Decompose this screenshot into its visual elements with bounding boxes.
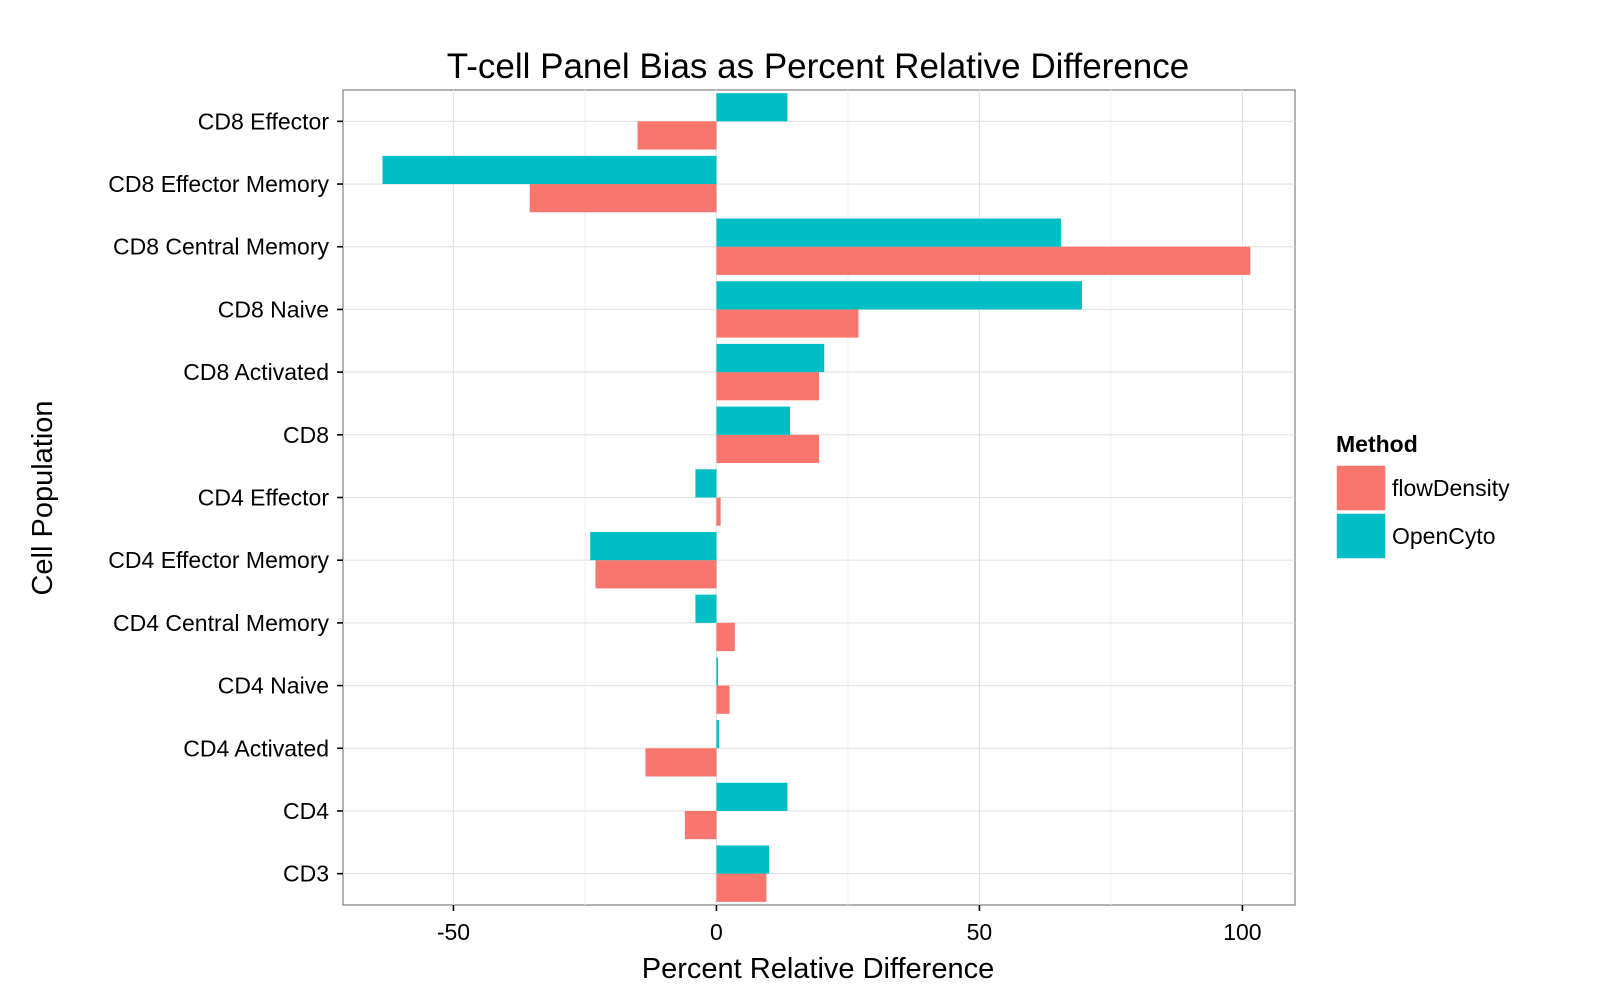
bar-opencyto (590, 531, 717, 561)
bar-opencyto (716, 406, 791, 435)
y-tick-label: CD3 (283, 861, 329, 887)
legend: Method flowDensity OpenCyto (1335, 431, 1510, 560)
legend-key-opencyto (1335, 512, 1387, 560)
bar-opencyto (716, 93, 788, 122)
bar-flowdensity (645, 748, 717, 777)
x-tick-label: 0 (710, 919, 723, 945)
bar-flowdensity (716, 246, 1251, 275)
x-axis-title: Percent Relative Difference (642, 953, 994, 985)
bar-opencyto (382, 155, 717, 185)
legend-items: flowDensity OpenCyto (1335, 464, 1510, 560)
y-tick-label: CD8 Central Memory (113, 234, 329, 260)
y-tick-label: CD4 (283, 798, 329, 824)
bar-flowdensity (716, 873, 767, 902)
chart-title: T-cell Panel Bias as Percent Relative Di… (447, 47, 1190, 86)
bar-opencyto (716, 720, 720, 749)
legend-label: flowDensity (1392, 475, 1510, 501)
bar-opencyto (716, 657, 719, 686)
bar-opencyto (716, 845, 770, 874)
bar-opencyto (716, 218, 1061, 247)
y-tick-label: CD4 Effector Memory (108, 547, 329, 573)
bars (382, 93, 1251, 902)
x-axis: -50 0 50 100 (437, 905, 1262, 945)
legend-label: OpenCyto (1392, 523, 1496, 549)
bar-flowdensity (716, 372, 819, 401)
x-tick-label: -50 (437, 919, 470, 945)
bar-flowdensity (684, 810, 717, 840)
bar-flowdensity (637, 121, 717, 150)
bar-flowdensity (529, 184, 717, 213)
y-tick-label: CD4 Activated (183, 735, 329, 761)
y-tick-label: CD4 Central Memory (113, 610, 329, 636)
bar-opencyto (695, 469, 717, 498)
y-tick-label: CD8 Effector (198, 108, 330, 134)
x-tick-label: 50 (967, 919, 993, 945)
y-axis-title: Cell Population (27, 400, 59, 595)
bar-flowdensity (595, 560, 717, 589)
bar-flowdensity (716, 434, 819, 464)
x-tick-label: 100 (1223, 919, 1261, 945)
bar-opencyto (695, 594, 717, 623)
bar-flowdensity (716, 309, 859, 338)
y-axis: CD8 Effector CD8 Effector Memory CD8 Centr… (108, 108, 343, 887)
y-tick-label: CD8 Naive (218, 296, 329, 322)
y-tick-label: CD4 Naive (218, 673, 329, 699)
legend-key-flowdensity (1335, 464, 1387, 512)
legend-title: Method (1336, 431, 1418, 457)
bar-opencyto (716, 782, 788, 811)
y-tick-label: CD4 Effector (198, 485, 330, 511)
bar-opencyto (716, 281, 1082, 310)
bar-opencyto (716, 343, 825, 373)
y-tick-label: CD8 (283, 422, 329, 448)
y-tick-label: CD8 Activated (183, 359, 329, 385)
bar-flowdensity (716, 497, 721, 526)
bar-flowdensity (716, 622, 735, 652)
y-tick-label: CD8 Effector Memory (108, 171, 329, 197)
bar-flowdensity (716, 685, 730, 714)
